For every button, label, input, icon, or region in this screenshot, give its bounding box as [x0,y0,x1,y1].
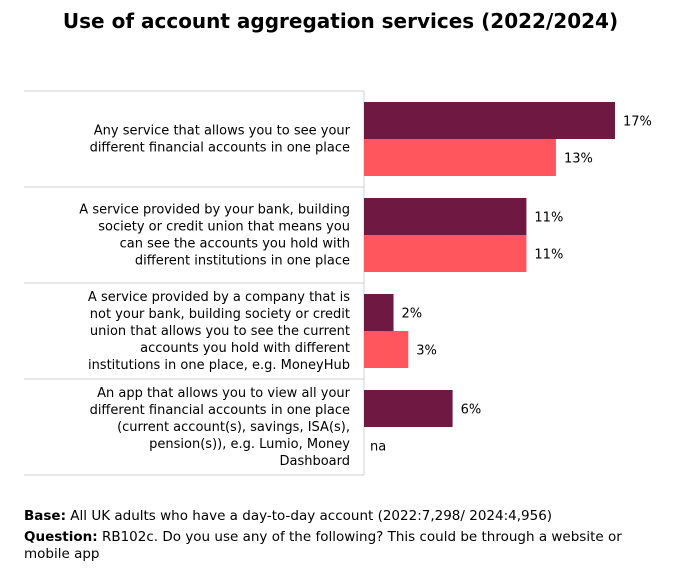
data-label: 17% [623,115,652,130]
bar [364,294,394,331]
data-label: 2% [402,307,423,322]
bar [364,235,527,272]
category-label: An app that allows you to view all your d… [90,386,351,469]
bar-chart: Any service that allows you to see your d… [24,90,652,476]
bar [364,331,409,368]
data-label: 6% [461,403,482,418]
data-label: 13% [564,152,593,167]
bar [364,139,556,176]
data-label: 11% [534,211,563,226]
chart-title: Use of account aggregation services (202… [62,9,619,33]
base-label: Base: [24,508,66,524]
bar [364,390,453,427]
data-label: 3% [416,344,437,359]
category-label: Any service that allows you to see your d… [90,124,351,156]
question-label: Question: [24,529,98,545]
bar [364,198,527,235]
data-label-na: na [370,440,386,455]
question-note: Question: RB102c. Do you use any of the … [24,529,664,563]
question-text: RB102c. Do you use any of the following?… [24,529,622,562]
category-label: A service provided by your bank, buildin… [79,203,350,269]
data-label: 11% [534,248,563,263]
category-label: A service provided by a company that is n… [88,290,350,373]
base-text: All UK adults who have a day-to-day acco… [70,508,553,524]
base-note: Base: All UK adults who have a day-to-da… [24,508,664,525]
chart-footer: Base: All UK adults who have a day-to-da… [24,508,664,567]
bar [364,102,615,139]
